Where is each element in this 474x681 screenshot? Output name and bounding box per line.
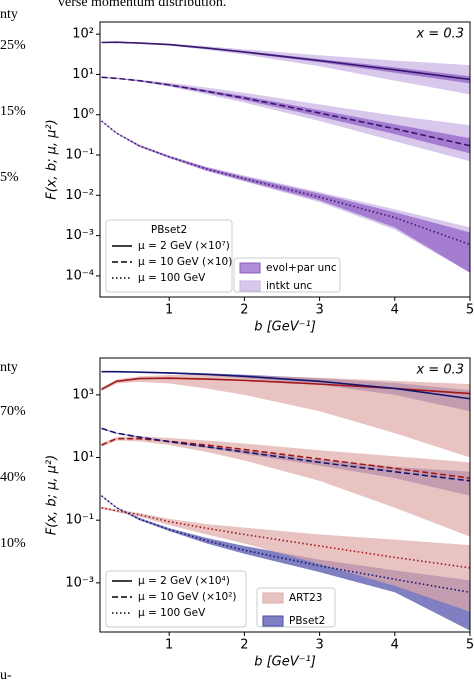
plot-frame — [99, 357, 471, 633]
x-tick-label: 1 — [165, 303, 173, 318]
x-tick-label: 5 — [466, 303, 474, 318]
margin-text: nty — [0, 7, 18, 22]
x-axis-label: b [GeV⁻¹] — [254, 320, 316, 335]
legend-label: μ = 2 GeV (×10⁷) — [138, 240, 230, 252]
uncertainty-band — [101, 375, 470, 458]
x-tick-label: 3 — [315, 303, 323, 318]
curve — [101, 437, 470, 479]
y-tick-label: 10⁻⁴ — [65, 268, 94, 283]
x-tick-label: 2 — [240, 303, 248, 318]
curve — [101, 377, 470, 395]
curve — [101, 76, 470, 147]
plot-area — [101, 370, 470, 631]
y-tick-label: 10¹ — [72, 450, 94, 465]
legend-box — [105, 570, 247, 628]
uncertainty-band — [101, 76, 470, 162]
uncertainty-band — [101, 41, 470, 95]
curve — [101, 427, 470, 482]
y-tick-label: 10⁻³ — [65, 575, 94, 590]
x-tick-label: 3 — [315, 638, 323, 653]
x-tick-label: 4 — [391, 638, 399, 653]
uncertainty-band — [101, 495, 470, 631]
y-tick-label: 10⁻³ — [65, 228, 94, 243]
legend-label: μ = 100 GeV — [138, 272, 206, 284]
legend-swatch — [239, 280, 261, 292]
y-axis-label: F(x, b; μ, μ²) — [45, 119, 60, 199]
y-tick-label: 10³ — [72, 387, 94, 402]
x-tick-label: 4 — [391, 303, 399, 318]
plot-area — [101, 41, 470, 273]
legend-label: μ = 2 GeV (×10⁴) — [138, 575, 230, 587]
uncertainty-band — [101, 506, 470, 612]
x-tick-label: 1 — [165, 638, 173, 653]
uncertainty-band — [101, 436, 470, 537]
margin-text: nty — [0, 360, 18, 375]
x-axis-label: b [GeV⁻¹] — [254, 655, 316, 670]
margin-text: 10% — [0, 536, 26, 551]
curve — [101, 506, 470, 569]
legend-label: μ = 10 GeV (×10²) — [138, 591, 237, 603]
margin-text: 70% — [0, 404, 26, 419]
legend-title: PBset2 — [151, 224, 187, 236]
y-tick-label: 10¹ — [72, 67, 94, 82]
y-axis-label: F(x, b; μ, μ²) — [45, 455, 60, 535]
plot-frame — [99, 21, 471, 298]
x-tick-label: 2 — [240, 638, 248, 653]
legend-label: μ = 100 GeV — [138, 607, 206, 619]
margin-text: 5% — [0, 170, 19, 185]
legend-label: ART23 — [289, 592, 323, 604]
legend-swatch — [239, 262, 261, 274]
legend-box — [105, 219, 233, 293]
y-tick-label: 10⁻² — [65, 188, 94, 203]
margin-text: 15% — [0, 104, 26, 119]
margin-text: 40% — [0, 470, 26, 485]
annotation: x = 0.3 — [415, 363, 464, 378]
header-text: verse momentum distribution. — [58, 0, 226, 10]
curve — [101, 120, 470, 246]
legend-label: evol+par unc — [266, 262, 337, 274]
curve — [101, 41, 470, 81]
x-tick-label: 5 — [466, 638, 474, 653]
y-tick-label: 10⁰ — [72, 107, 94, 122]
y-tick-label: 10² — [72, 27, 94, 42]
margin-text: u- — [0, 668, 12, 681]
legend-label: intkt unc — [266, 280, 313, 292]
legend-label: PBset2 — [289, 615, 325, 627]
annotation: x = 0.3 — [415, 27, 464, 42]
legend-swatch — [262, 615, 284, 627]
curve — [101, 370, 470, 400]
legend-swatch — [262, 592, 284, 604]
y-tick-label: 10⁻¹ — [65, 148, 94, 163]
legend-label: μ = 10 GeV (×10) — [138, 256, 232, 268]
margin-text: 25% — [0, 38, 26, 53]
y-tick-label: 10⁻¹ — [65, 513, 94, 528]
